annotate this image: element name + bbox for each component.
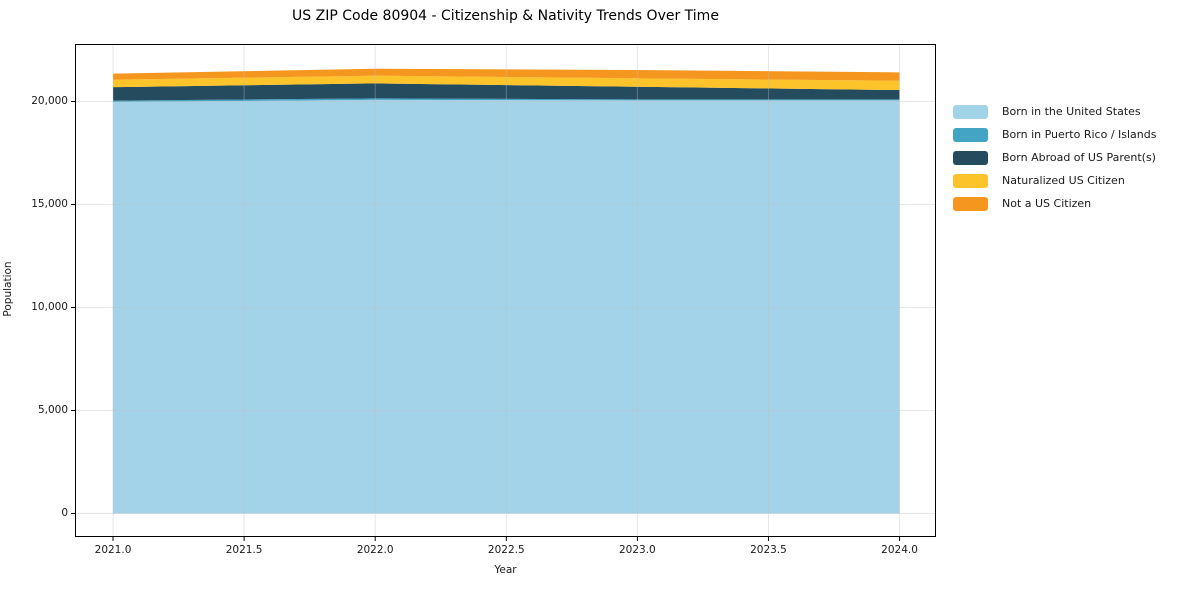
x-axis-label: Year: [494, 564, 517, 576]
x-tick-label: 2021.5: [225, 544, 263, 556]
legend-swatch: [953, 128, 988, 142]
area-born-in-the-united-states: [113, 99, 900, 514]
y-tick-label: 5,000: [37, 404, 68, 417]
legend-item-naturalized-us-citizen: Naturalized US Citizen: [953, 174, 1156, 188]
y-tick-label: 15,000: [31, 198, 68, 211]
legend-label: Born in the United States: [1002, 105, 1141, 118]
y-tick-label: 20,000: [31, 95, 68, 108]
legend-item-born-abroad-of-us-parent-s: Born Abroad of US Parent(s): [953, 151, 1156, 165]
chart-title: US ZIP Code 80904 - Citizenship & Nativi…: [292, 8, 719, 24]
y-axis-label: Population: [2, 261, 14, 317]
area-born-in-puerto-rico-islands: [113, 98, 900, 103]
legend-item-born-in-the-united-states: Born in the United States: [953, 105, 1156, 119]
y-tick-label: 10,000: [31, 301, 68, 314]
x-tick-label: 2022.5: [487, 544, 525, 556]
legend-label: Born Abroad of US Parent(s): [1002, 151, 1156, 164]
area-not-a-us-citizen: [113, 68, 900, 81]
legend-swatch: [953, 151, 988, 165]
plot-frame: [75, 44, 936, 537]
area-born-abroad-of-us-parent-s: [113, 83, 900, 101]
x-tick-label: 2023.5: [750, 544, 787, 556]
legend: Born in the United States Born in Puerto …: [953, 105, 1156, 211]
area-naturalized-us-citizen: [113, 75, 900, 91]
x-tick-label: 2024.0: [881, 544, 918, 556]
x-tick-label: 2021.0: [94, 544, 132, 556]
legend-swatch: [953, 197, 988, 211]
legend-label: Naturalized US Citizen: [1002, 174, 1125, 187]
x-tick-label: 2022.0: [356, 544, 394, 556]
legend-item-born-in-puerto-rico-islands: Born in Puerto Rico / Islands: [953, 128, 1156, 142]
legend-item-not-a-us-citizen: Not a US Citizen: [953, 197, 1156, 211]
legend-swatch: [953, 105, 988, 119]
legend-label: Born in Puerto Rico / Islands: [1002, 128, 1157, 141]
y-tick-label: 0: [61, 507, 68, 520]
plot-area: [71, 44, 936, 541]
legend-label: Not a US Citizen: [1002, 197, 1092, 210]
x-tick-label: 2023.0: [619, 544, 656, 556]
legend-swatch: [953, 174, 988, 188]
